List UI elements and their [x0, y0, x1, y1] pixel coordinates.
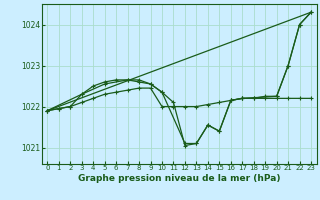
X-axis label: Graphe pression niveau de la mer (hPa): Graphe pression niveau de la mer (hPa) — [78, 174, 280, 183]
